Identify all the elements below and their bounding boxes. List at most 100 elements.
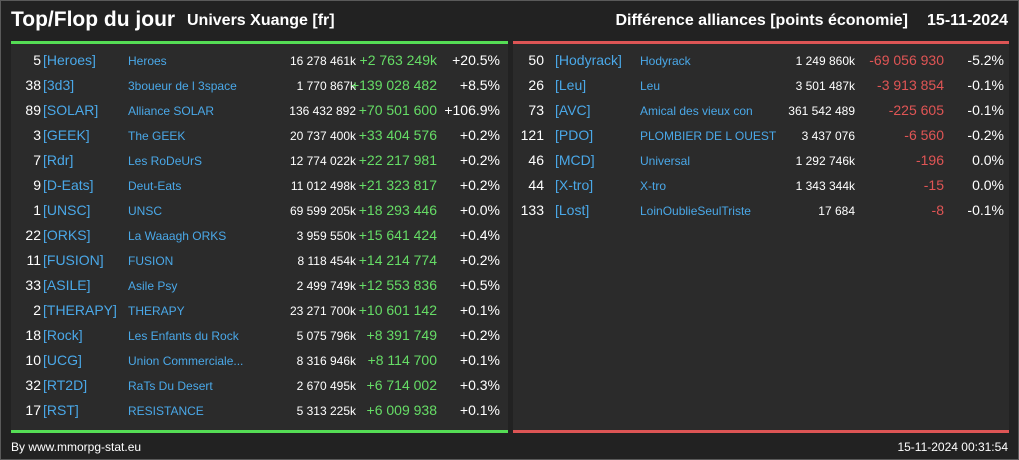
alliance-tag[interactable]: [D-Eats] — [43, 177, 94, 193]
alliance-tag[interactable]: [RST] — [43, 402, 79, 418]
alliance-rank: 44 — [528, 177, 544, 193]
top-row: 10 [UCG] Union Commerciale... 8 316 946k +8 … — [11, 348, 508, 373]
alliance-tag[interactable]: [THERAPY] — [43, 302, 117, 318]
flop-row: 44 [X-tro] X-tro 1 343 344k -15 0.0% — [513, 173, 1009, 198]
alliance-tag[interactable]: [Leu] — [555, 77, 587, 93]
alliance-tag[interactable]: [Hodyrack] — [555, 52, 622, 68]
alliance-total: 12 774 022k — [289, 154, 356, 168]
alliance-tag[interactable]: [3d3] — [43, 77, 75, 93]
top-row: 5 [Heroes] Heroes 16 278 461k +2 763 249k +20… — [11, 48, 508, 73]
alliance-pct: +0.5% — [459, 277, 500, 293]
alliance-pct: -0.1% — [967, 102, 1004, 118]
top-accent-bar-bottom — [11, 430, 508, 433]
alliance-rank: 18 — [25, 327, 41, 343]
alliance-tag[interactable]: [Heroes] — [43, 52, 96, 68]
alliance-pct: +0.1% — [459, 352, 500, 368]
alliance-name[interactable]: Heroes — [128, 54, 167, 68]
alliance-name[interactable]: Les Enfants du Rock — [128, 329, 239, 343]
alliance-name[interactable]: Alliance SOLAR — [128, 104, 215, 118]
alliance-name[interactable]: THERAPY — [128, 304, 185, 318]
alliance-tag[interactable]: [PDO] — [555, 127, 594, 143]
alliance-rank: 11 — [26, 252, 41, 268]
top-row: 32 [RT2D] RaTs Du Desert 2 670 495k +6 714 0… — [11, 373, 508, 398]
alliance-total: 136 432 892 — [289, 104, 356, 118]
alliance-rank: 46 — [528, 152, 544, 168]
alliance-rank: 22 — [25, 227, 41, 243]
alliance-name[interactable]: Deut-Eats — [128, 179, 182, 193]
alliance-name[interactable]: La Waaagh ORKS — [128, 229, 227, 243]
alliance-tag[interactable]: [UNSC] — [43, 202, 91, 218]
alliance-tag[interactable]: [ASILE] — [43, 277, 91, 293]
alliance-name[interactable]: UNSC — [128, 204, 163, 218]
alliance-name[interactable]: Universal — [640, 154, 691, 168]
alliance-rank: 9 — [33, 177, 41, 193]
alliance-diff: +6 009 938 — [366, 402, 437, 418]
alliance-tag[interactable]: [Rock] — [43, 327, 83, 343]
alliance-total: 16 278 461k — [289, 54, 356, 68]
top-row: 17 [RST] RESISTANCE 5 313 225k +6 009 938 +0.… — [11, 398, 508, 423]
alliance-pct: +0.2% — [459, 327, 500, 343]
alliance-tag[interactable]: [UCG] — [43, 352, 82, 368]
alliance-tag[interactable]: [ORKS] — [43, 227, 91, 243]
alliance-tag[interactable]: [AVC] — [555, 102, 591, 118]
alliance-name[interactable]: Hodyrack — [640, 54, 691, 68]
alliance-diff: -8 — [931, 202, 944, 218]
alliance-name[interactable]: Union Commerciale... — [128, 354, 244, 368]
alliance-tag[interactable]: [FUSION] — [43, 252, 104, 268]
alliance-diff: +33 404 576 — [358, 127, 437, 143]
alliance-total: 3 501 487k — [795, 79, 855, 93]
alliance-tag[interactable]: [RT2D] — [43, 377, 88, 393]
alliance-total: 3 959 550k — [296, 229, 356, 243]
alliance-diff: +14 214 774 — [358, 252, 437, 268]
alliance-tag[interactable]: [SOLAR] — [43, 102, 99, 118]
alliance-name[interactable]: X-tro — [640, 179, 667, 193]
alliance-name[interactable]: RESISTANCE — [128, 404, 204, 418]
alliance-diff: +10 601 142 — [358, 302, 437, 318]
alliance-rank: 89 — [25, 102, 41, 118]
alliance-diff: +70 501 600 — [358, 102, 437, 118]
top-row: 2 [THERAPY] THERAPY 23 271 700k +10 601 142 +… — [11, 298, 508, 323]
alliance-tag[interactable]: [Lost] — [555, 202, 590, 218]
alliance-total: 5 075 796k — [296, 329, 356, 343]
alliance-total: 3 437 076 — [801, 129, 855, 143]
alliance-diff: +12 553 836 — [358, 277, 437, 293]
alliance-tag[interactable]: [Rdr] — [43, 152, 74, 168]
alliance-name[interactable]: The GEEK — [128, 129, 186, 143]
alliance-name[interactable]: Leu — [640, 79, 661, 93]
alliance-name[interactable]: RaTs Du Desert — [128, 379, 213, 393]
alliance-rank: 17 — [25, 402, 41, 418]
flop-panel: 50 [Hodyrack] Hodyrack 1 249 860k -69 056 93… — [513, 41, 1009, 433]
alliance-name[interactable]: FUSION — [128, 254, 174, 268]
alliance-diff: +18 293 446 — [358, 202, 437, 218]
alliance-diff: +139 028 482 — [350, 77, 437, 93]
alliance-pct: +20.5% — [452, 52, 500, 68]
alliance-diff: +8 114 700 — [367, 352, 437, 368]
alliance-diff: +2 763 249k — [359, 52, 437, 68]
header: Top/Flop du jour Univers Xuange [fr] Dif… — [1, 1, 1018, 39]
flop-row: 121 [PDO] PLOMBIER DE L OUEST 3 437 076 -6 5… — [513, 123, 1009, 148]
alliance-name[interactable]: Les RoDeUrS — [128, 154, 203, 168]
alliance-tag[interactable]: [X-tro] — [555, 177, 594, 193]
alliance-tag[interactable]: [GEEK] — [43, 127, 90, 143]
alliance-tag[interactable]: [MCD] — [555, 152, 595, 168]
flop-row: 46 [MCD] Universal 1 292 746k -196 0.0% — [513, 148, 1009, 173]
alliance-name[interactable]: PLOMBIER DE L OUEST — [640, 129, 777, 143]
flop-row: 50 [Hodyrack] Hodyrack 1 249 860k -69 056 93… — [513, 48, 1009, 73]
alliance-pct: +0.3% — [459, 377, 500, 393]
alliance-pct: 0.0% — [972, 177, 1004, 193]
alliance-diff: +15 641 424 — [358, 227, 437, 243]
alliance-diff: +21 323 817 — [358, 177, 437, 193]
universe-label: Univers Xuange [fr] — [187, 12, 335, 29]
footer-timestamp: 15-11-2024 00:31:54 — [897, 440, 1008, 454]
alliance-name[interactable]: LoinOublieSeulTriste — [640, 204, 751, 218]
alliance-name[interactable]: 3boueur de l 3space — [128, 79, 237, 93]
top-accent-bar — [11, 41, 508, 44]
alliance-total: 20 737 400k — [289, 129, 356, 143]
top-row: 22 [ORKS] La Waaagh ORKS 3 959 550k +15 641 … — [11, 223, 508, 248]
top-row: 11 [FUSION] FUSION 8 118 454k +14 214 774 +0.… — [11, 248, 508, 273]
alliance-pct: +0.4% — [459, 227, 500, 243]
alliance-name[interactable]: Asile Psy — [128, 279, 178, 293]
alliance-name[interactable]: Amical des vieux con — [640, 104, 753, 118]
alliance-rank: 33 — [25, 277, 41, 293]
top-row: 7 [Rdr] Les RoDeUrS 12 774 022k +22 217 981 +… — [11, 148, 508, 173]
